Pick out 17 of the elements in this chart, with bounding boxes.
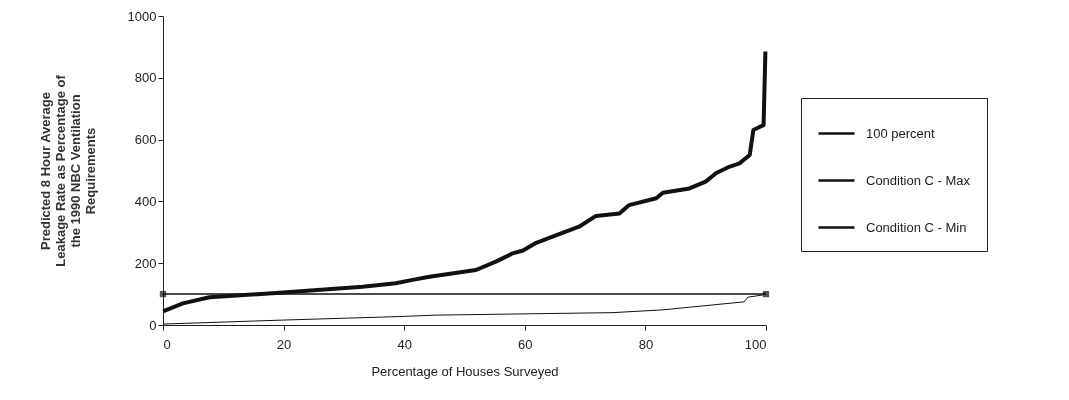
x-tick-label: 0 xyxy=(163,336,171,352)
y-tick-label: 0 xyxy=(149,317,157,333)
y-tick-label: 800 xyxy=(134,70,157,86)
y-tick-label: 1000 xyxy=(127,8,157,24)
legend-label: 100 percent xyxy=(866,125,936,141)
y-axis-title: Predicted 8 Hour Average Leakage Rate as Percentage of the 1990 NBC Ventilation Requirements xyxy=(37,74,98,267)
x-tick-label: 40 xyxy=(397,336,412,352)
y-tick-label: 600 xyxy=(134,132,157,148)
x-tick-label: 100 xyxy=(744,336,767,352)
legend-label: Condition C - Min xyxy=(866,219,967,235)
y-tick-label: 200 xyxy=(134,255,157,271)
x-axis-title: Percentage of Houses Surveyed xyxy=(371,363,559,379)
x-tick-label: 60 xyxy=(518,336,533,352)
y-tick-label: 400 xyxy=(134,193,157,209)
x-tick-label: 80 xyxy=(638,336,654,352)
x-tick-label: 20 xyxy=(276,336,292,352)
legend-label: Condition C - Max xyxy=(866,172,971,188)
